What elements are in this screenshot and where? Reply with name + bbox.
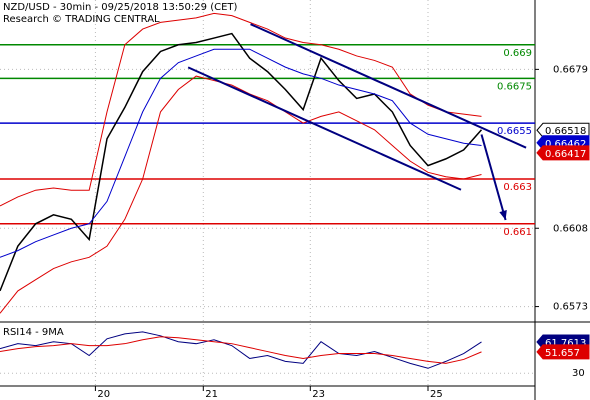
series-line — [0, 75, 482, 314]
y-tick-label: 0.6608 — [553, 223, 588, 234]
trendline — [250, 23, 527, 149]
y-tick-label: 30 — [572, 368, 585, 379]
rsi-title: RSI14 - 9MA — [3, 327, 64, 338]
level-label: 0.661 — [503, 227, 532, 238]
arrow-head — [499, 210, 507, 220]
trendline — [187, 66, 462, 191]
price-marker — [536, 122, 590, 138]
level-label: 0.669 — [503, 48, 532, 59]
y-tick-label: 0.6679 — [553, 64, 588, 75]
level-label: 0.6655 — [497, 126, 532, 137]
x-tick-label: 23 — [312, 389, 325, 400]
price-marker-label: 61.7613 — [545, 338, 586, 349]
level-label: 0.663 — [503, 182, 532, 193]
series-line — [0, 48, 482, 258]
level-label: 0.6675 — [497, 81, 532, 92]
forecast-arrow — [480, 134, 507, 221]
series-line — [0, 336, 482, 364]
series-line — [0, 32, 483, 292]
price-marker-label: 0.66518 — [545, 126, 586, 137]
y-tick-label: 0.6573 — [553, 302, 588, 313]
series-line — [0, 331, 482, 369]
x-tick-label: 25 — [430, 389, 443, 400]
price-marker-label: 51.657 — [545, 348, 580, 359]
x-tick-label: 21 — [205, 389, 218, 400]
x-tick-label: 20 — [97, 389, 110, 400]
chart-subtitle: Research © TRADING CENTRAL — [3, 14, 160, 25]
series-line — [0, 12, 482, 207]
chart-title: NZD/USD - 30min - 09/25/2018 13:50:29 (C… — [3, 2, 237, 13]
price-marker-label: 0.66462 — [545, 139, 586, 150]
price-marker-label: 0.66417 — [545, 149, 586, 160]
price-marker — [536, 344, 590, 360]
price-marker — [536, 145, 590, 161]
